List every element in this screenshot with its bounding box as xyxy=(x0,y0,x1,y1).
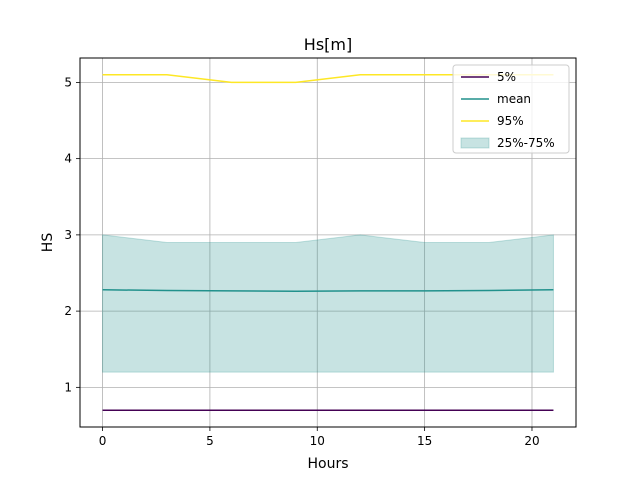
y-tick-label: 3 xyxy=(64,228,72,242)
legend-label: 25%-75% xyxy=(497,136,555,150)
band-25-75-area xyxy=(102,234,554,373)
legend: 5% mean 95% 25%-75% xyxy=(452,64,570,154)
x-tick-label: 20 xyxy=(524,434,539,448)
y-tick-label: 1 xyxy=(64,380,72,394)
y-tick-label: 2 xyxy=(64,304,72,318)
x-tick-label: 5 xyxy=(206,434,214,448)
x-axis-label: Hours xyxy=(307,456,348,472)
legend-box xyxy=(452,64,570,154)
x-tick-label: 10 xyxy=(310,434,325,448)
legend-swatch xyxy=(460,137,490,149)
y-axis-label: HS xyxy=(40,233,56,253)
x-tick-label: 15 xyxy=(417,434,432,448)
legend-label: mean xyxy=(497,92,531,106)
series-line-mean xyxy=(102,289,554,293)
y-tick-label: 5 xyxy=(64,75,72,89)
plot-frame xyxy=(79,57,577,428)
band-layer xyxy=(102,234,554,373)
y-tick-label: 4 xyxy=(64,152,72,166)
x-tick-label: 0 xyxy=(99,434,107,448)
legend-label: 5% xyxy=(497,70,516,84)
chart-title: Hs[m] xyxy=(304,35,352,54)
axis-ticks: 0 5 10 15 20 1 2 3 4 5 xyxy=(64,75,539,448)
legend-label: 95% xyxy=(497,114,524,128)
